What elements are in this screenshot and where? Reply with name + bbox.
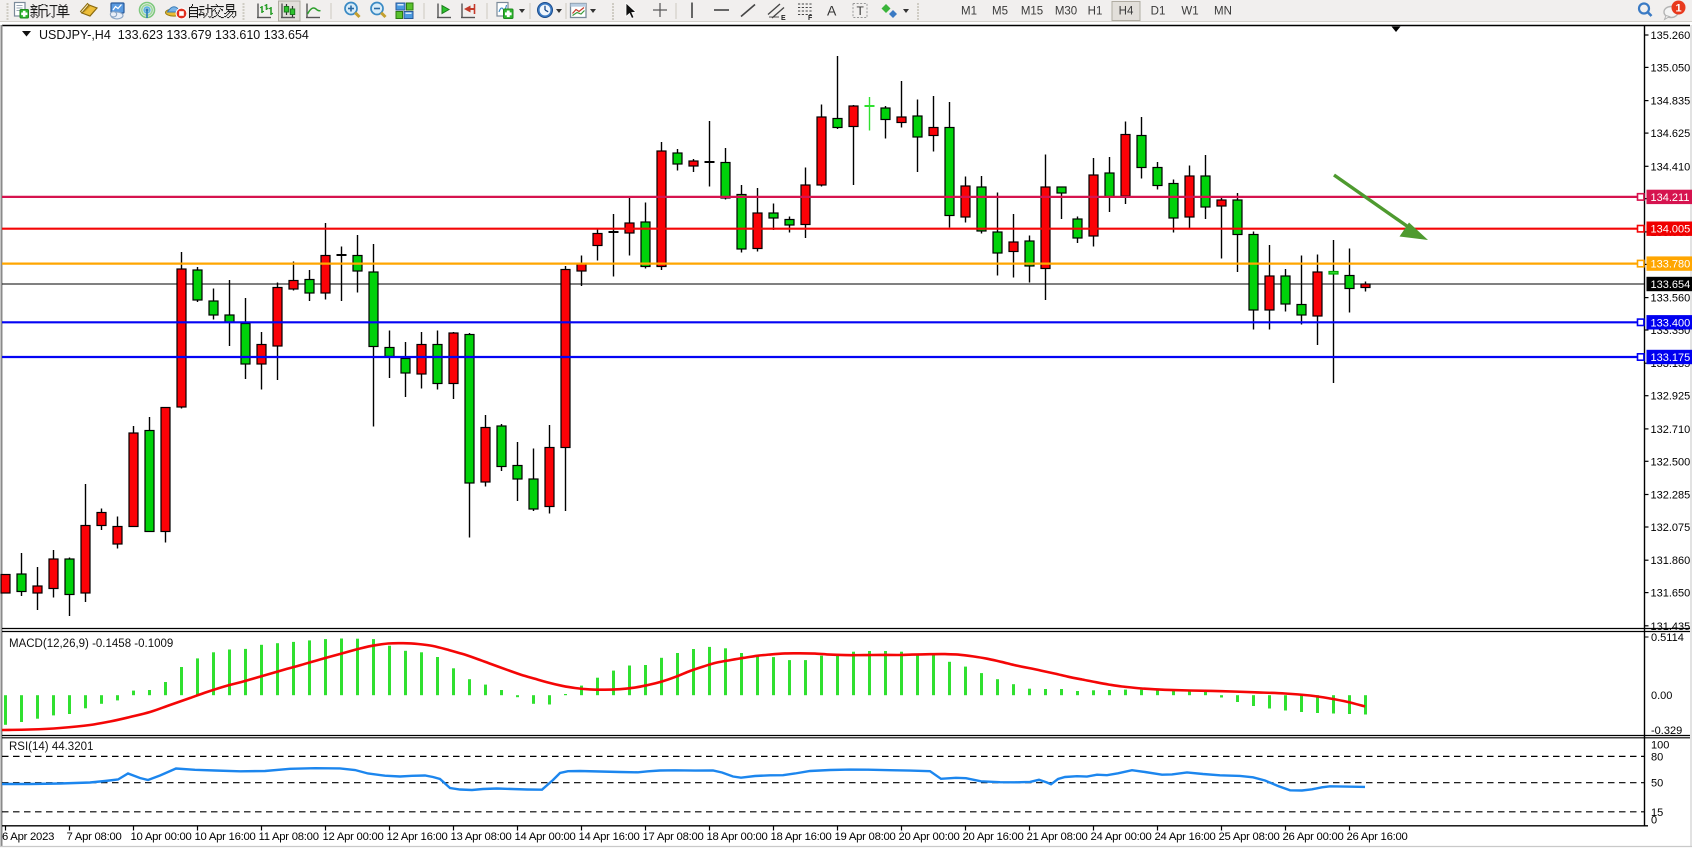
svg-text:133.780: 133.780 [1651, 259, 1691, 271]
svg-text:14 Apr 16:00: 14 Apr 16:00 [579, 831, 640, 843]
svg-text:134.835: 134.835 [1651, 96, 1691, 108]
svg-text:26 Apr 16:00: 26 Apr 16:00 [1347, 831, 1408, 843]
svg-text:132.500: 132.500 [1651, 456, 1691, 468]
svg-text:26 Apr 00:00: 26 Apr 00:00 [1283, 831, 1344, 843]
svg-text:0.5114: 0.5114 [1651, 632, 1684, 644]
svg-text:21 Apr 08:00: 21 Apr 08:00 [1027, 831, 1088, 843]
svg-text:132.075: 132.075 [1651, 522, 1691, 534]
svg-text:132.925: 132.925 [1651, 391, 1691, 403]
svg-text:133.400: 133.400 [1651, 317, 1691, 329]
svg-text:131.435: 131.435 [1651, 621, 1691, 633]
svg-text:20 Apr 00:00: 20 Apr 00:00 [899, 831, 960, 843]
svg-text:131.650: 131.650 [1651, 588, 1691, 600]
svg-text:10 Apr 00:00: 10 Apr 00:00 [131, 831, 192, 843]
svg-text:133.654: 133.654 [1651, 279, 1691, 291]
svg-text:RSI(14) 44.3201: RSI(14) 44.3201 [9, 741, 93, 753]
svg-text:13 Apr 08:00: 13 Apr 08:00 [451, 831, 512, 843]
svg-text:133.175: 133.175 [1651, 352, 1691, 364]
svg-text:18 Apr 00:00: 18 Apr 00:00 [707, 831, 768, 843]
svg-text:14 Apr 00:00: 14 Apr 00:00 [515, 831, 576, 843]
svg-text:134.625: 134.625 [1651, 128, 1691, 140]
svg-text:134.410: 134.410 [1651, 161, 1691, 173]
svg-text:7 Apr 08:00: 7 Apr 08:00 [67, 831, 122, 843]
svg-text:100: 100 [1651, 740, 1669, 752]
svg-text:80: 80 [1651, 751, 1663, 763]
svg-text:135.260: 135.260 [1651, 30, 1691, 42]
svg-text:MACD(12,26,9) -0.1458 -0.1009: MACD(12,26,9) -0.1458 -0.1009 [9, 638, 173, 650]
svg-text:19 Apr 08:00: 19 Apr 08:00 [835, 831, 896, 843]
svg-text:25 Apr 08:00: 25 Apr 08:00 [1219, 831, 1280, 843]
svg-text:11 Apr 08:00: 11 Apr 08:00 [259, 831, 319, 843]
svg-text:134.005: 134.005 [1651, 224, 1691, 236]
svg-text:20 Apr 16:00: 20 Apr 16:00 [963, 831, 1024, 843]
svg-text:12 Apr 16:00: 12 Apr 16:00 [387, 831, 448, 843]
svg-text:10 Apr 16:00: 10 Apr 16:00 [195, 831, 256, 843]
svg-text:18 Apr 16:00: 18 Apr 16:00 [771, 831, 832, 843]
svg-text:135.050: 135.050 [1651, 62, 1691, 74]
svg-text:17 Apr 08:00: 17 Apr 08:00 [643, 831, 704, 843]
svg-text:50: 50 [1651, 778, 1663, 790]
svg-text:132.710: 132.710 [1651, 424, 1691, 436]
svg-text:131.860: 131.860 [1651, 555, 1691, 567]
svg-text:24 Apr 16:00: 24 Apr 16:00 [1155, 831, 1216, 843]
svg-text:12 Apr 00:00: 12 Apr 00:00 [323, 831, 384, 843]
svg-text:24 Apr 00:00: 24 Apr 00:00 [1091, 831, 1152, 843]
svg-text:6 Apr 2023: 6 Apr 2023 [2, 831, 54, 843]
svg-text:-0.329: -0.329 [1651, 725, 1682, 737]
svg-text:0: 0 [1651, 815, 1657, 827]
svg-text:132.285: 132.285 [1651, 490, 1691, 502]
svg-text:0.00: 0.00 [1651, 690, 1672, 702]
svg-text:133.560: 133.560 [1651, 293, 1691, 305]
svg-text:134.211: 134.211 [1651, 192, 1690, 204]
svg-text:USDJPY-,H4 133.623 133.679 13: USDJPY-,H4 133.623 133.679 133.610 133.6… [39, 28, 309, 42]
